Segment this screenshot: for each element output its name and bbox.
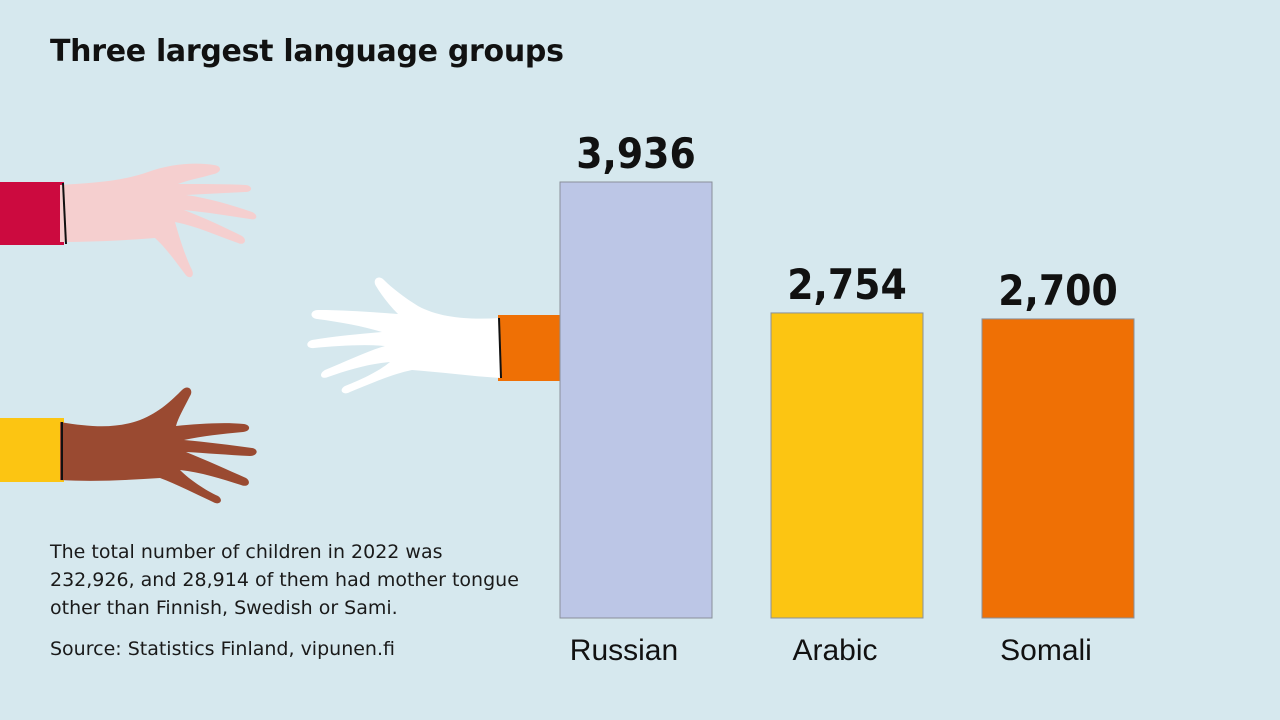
value-label-arabic: 2,754 [787, 260, 907, 309]
chart-note: The total number of children in 2022 was… [50, 541, 519, 619]
category-label-somali: Somali [1000, 634, 1092, 667]
bar-somali [981, 318, 1135, 619]
white-hand-icon [307, 277, 560, 394]
value-label-somali: 2,700 [998, 266, 1118, 315]
chart-title: Three largest language groups [50, 34, 564, 69]
chart-source: Source: Statistics Finland, vipunen.fi [50, 638, 395, 660]
category-label-arabic: Arabic [792, 634, 877, 667]
category-label-russian: Russian [570, 634, 678, 667]
hands-illustration [0, 163, 560, 504]
brown-hand-icon [0, 387, 257, 504]
bar-russian [559, 181, 713, 619]
bar-arabic [770, 312, 924, 619]
pink-hand-icon [0, 163, 257, 278]
value-label-russian: 3,936 [576, 129, 696, 178]
